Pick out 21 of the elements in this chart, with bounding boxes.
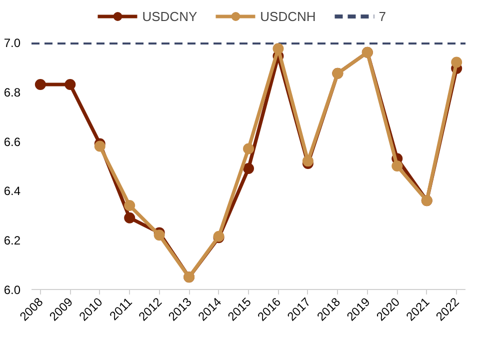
y-tick-label: 7.0 xyxy=(4,36,21,50)
point xyxy=(64,79,76,90)
y-tick-label: 6.8 xyxy=(4,85,21,100)
y-tick-label: 6.6 xyxy=(4,134,21,149)
point xyxy=(34,79,46,90)
point xyxy=(392,160,403,172)
legend-label: USDCNY xyxy=(142,8,198,24)
point xyxy=(124,200,136,212)
point xyxy=(243,162,254,174)
y-tick-label: 6.0 xyxy=(4,283,21,297)
y-tick-label: 6.2 xyxy=(4,234,21,248)
point xyxy=(124,212,136,224)
point xyxy=(272,43,284,54)
legend-label: USDCNH xyxy=(260,8,316,24)
legend-label: 7 xyxy=(378,8,387,24)
point xyxy=(302,156,314,167)
point xyxy=(451,56,462,68)
point xyxy=(94,140,106,152)
y-tick-label: 6.4 xyxy=(4,184,21,198)
point xyxy=(154,230,165,241)
point xyxy=(243,143,254,154)
